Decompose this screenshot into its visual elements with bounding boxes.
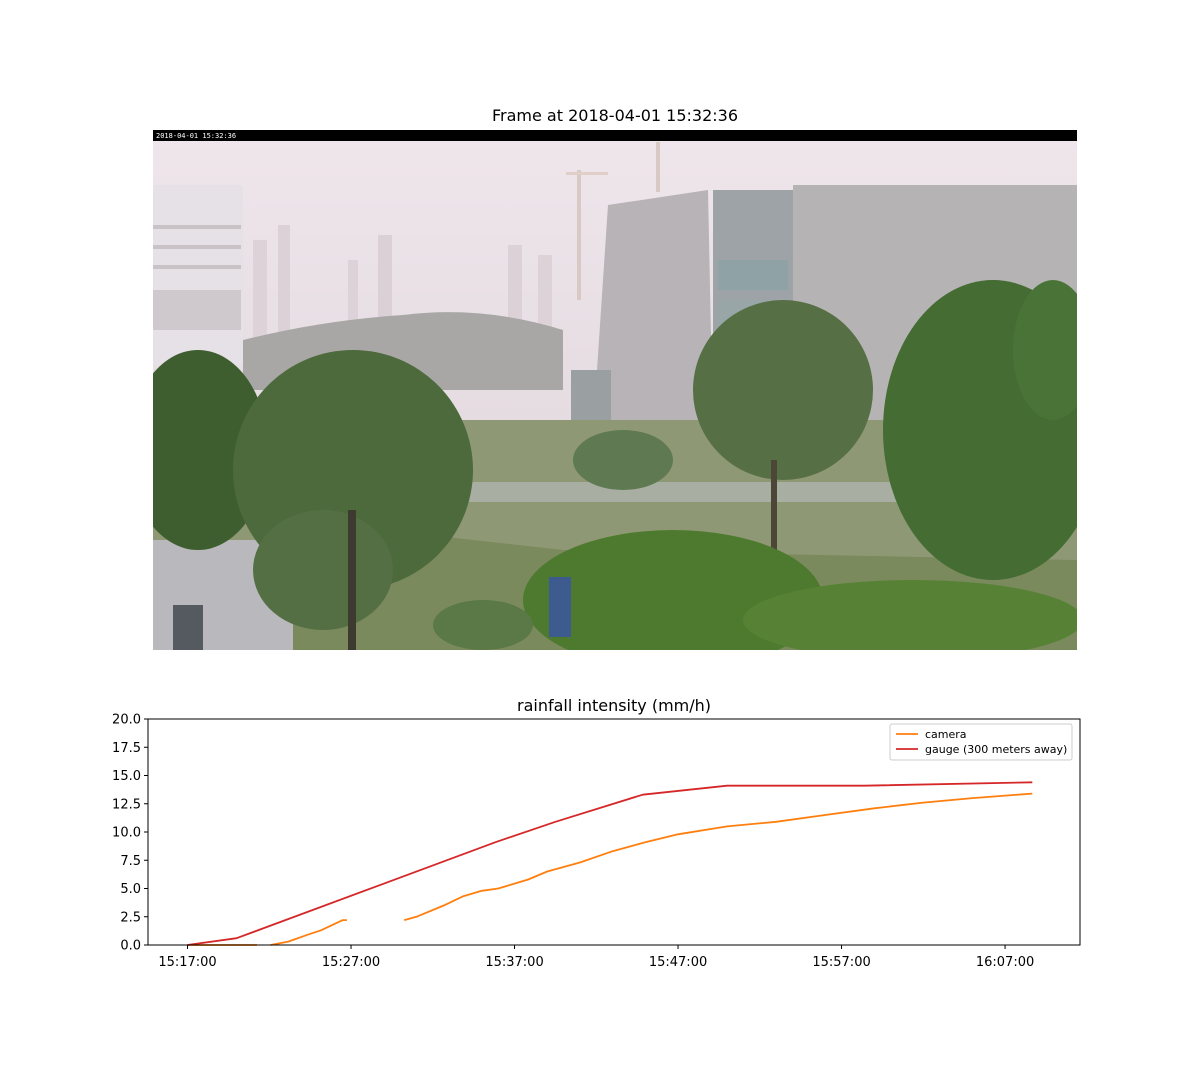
legend-box bbox=[889, 723, 1073, 761]
frame-timestamp-overlay: 2018-04-01 15:32:36 bbox=[156, 132, 236, 140]
legend: camera gauge (300 meters away) bbox=[889, 723, 1073, 761]
x-tick-label: 15:27:00 bbox=[322, 955, 380, 970]
x-tick-label: 15:57:00 bbox=[812, 955, 870, 970]
y-tick-label: 12.5 bbox=[112, 797, 141, 812]
y-tick-label: 10.0 bbox=[112, 826, 141, 841]
y-tick-label: 7.5 bbox=[120, 854, 141, 869]
y-tick-label: 2.5 bbox=[120, 910, 141, 925]
series-line-camera bbox=[270, 919, 347, 946]
y-tick-label: 15.0 bbox=[112, 769, 141, 784]
x-tick-label: 15:37:00 bbox=[485, 955, 543, 970]
plot-area bbox=[187, 781, 1033, 946]
y-tick-label: 5.0 bbox=[120, 882, 141, 897]
series-line-gauge bbox=[187, 781, 1033, 946]
x-axis: 15:17:00 15:27:00 15:37:00 15:47:00 15:57:00… bbox=[158, 945, 1034, 970]
y-axis: 0.0 2.5 5.0 7.5 10.0 12.5 15.0 17.5 20.0 bbox=[112, 713, 148, 954]
y-tick-label: 20.0 bbox=[112, 713, 141, 728]
y-tick-label: 17.5 bbox=[112, 741, 141, 756]
x-tick-label: 16:07:00 bbox=[976, 955, 1034, 970]
y-tick-label: 0.0 bbox=[120, 939, 141, 954]
chart-title: rainfall intensity (mm/h) bbox=[516, 696, 712, 715]
legend-label: camera bbox=[925, 728, 967, 741]
series-line-camera bbox=[403, 792, 1033, 921]
x-tick-label: 15:47:00 bbox=[649, 955, 707, 970]
x-tick-label: 15:17:00 bbox=[158, 955, 216, 970]
frame-title: Frame at 2018-04-01 15:32:36 bbox=[491, 106, 739, 125]
legend-label: gauge (300 meters away) bbox=[925, 743, 1067, 756]
camera-frame-image: 2018-04-01 15:32:36 bbox=[153, 130, 1077, 650]
